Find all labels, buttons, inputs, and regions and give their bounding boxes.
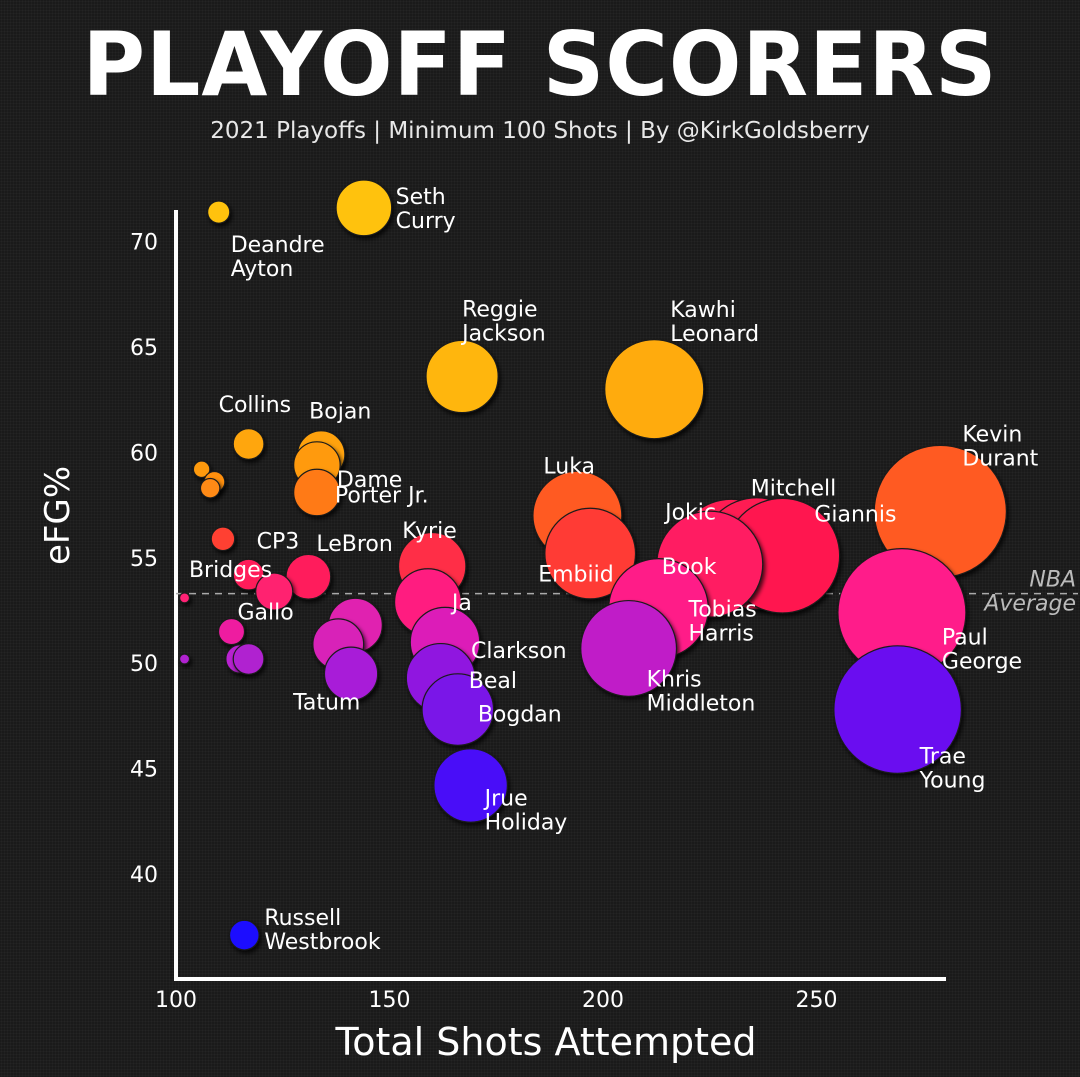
x-tick-label: 250: [796, 988, 838, 1013]
point-label: Jokic: [663, 501, 716, 526]
point-label: Paul: [942, 626, 988, 651]
point-label: Beal: [469, 669, 517, 694]
data-point: [580, 599, 678, 697]
data-point: [425, 339, 499, 414]
point-label: LeBron: [316, 532, 392, 557]
point-label: Dame: [337, 468, 402, 493]
data-point: [199, 477, 221, 499]
y-tick-label: 60: [130, 441, 158, 466]
x-tick-label: 100: [155, 988, 197, 1013]
point-label: Clarkson: [471, 639, 567, 664]
data-point: [323, 646, 379, 701]
data-point: [544, 507, 637, 600]
point-label: Young: [919, 769, 986, 794]
point-label: Holiday: [485, 810, 568, 835]
data-point: [255, 572, 294, 611]
point-label: Ayton: [231, 257, 294, 282]
data-point: [833, 645, 962, 774]
point-label: Collins: [219, 393, 292, 418]
point-label: CP3: [257, 530, 300, 555]
point-label: George: [942, 650, 1022, 675]
point-label: Middleton: [647, 691, 756, 716]
y-tick-label: 50: [130, 652, 158, 677]
y-tick-label: 55: [130, 547, 158, 572]
point-label: Curry: [396, 209, 456, 234]
data-point: [232, 428, 265, 460]
chart-subtitle: 2021 Playoffs | Minimum 100 Shots | By @…: [210, 118, 870, 144]
point-label: Bridges: [189, 558, 272, 583]
data-point: [335, 179, 393, 237]
point-label: Leonard: [670, 322, 759, 347]
point-label: Giannis: [814, 503, 896, 528]
data-point: [178, 653, 191, 665]
point-label: Trae: [919, 745, 966, 770]
point-label: Kyrie: [402, 519, 457, 544]
x-tick-label: 200: [582, 988, 624, 1013]
y-tick-label: 70: [130, 231, 158, 256]
data-point: [293, 468, 341, 517]
point-label: Westbrook: [264, 930, 381, 955]
point-label: Seth: [396, 185, 446, 210]
point-label: Russell: [264, 906, 341, 931]
data-point: [210, 526, 236, 552]
point-label: Harris: [689, 621, 754, 646]
point-label: Embiid: [538, 563, 614, 588]
data-point: [433, 748, 508, 823]
data-point: [217, 617, 246, 646]
y-axis-label: eFG%: [38, 465, 78, 565]
point-label: Ja: [450, 591, 472, 616]
point-label: Durant: [962, 446, 1038, 471]
data-point: [228, 919, 260, 951]
point-label: Deandre: [231, 233, 325, 258]
data-point: [604, 339, 705, 440]
point-label: Reggie: [462, 298, 537, 323]
point-label: Tobias: [688, 597, 757, 622]
data-point: [232, 558, 265, 591]
y-tick-label: 40: [130, 863, 158, 888]
chart-title: PLAYOFF SCORERS: [82, 13, 998, 116]
point-label: Kevin: [962, 422, 1022, 447]
point-label: Jackson: [460, 322, 546, 347]
point-label: Bojan: [309, 400, 371, 425]
x-axis-label: Total Shots Attempted: [335, 1020, 757, 1064]
point-label: Tatum: [292, 691, 360, 716]
data-point: [178, 592, 191, 604]
point-label: Khris: [647, 667, 702, 692]
point-label: Bogdan: [478, 703, 562, 728]
point-label: Gallo: [238, 601, 294, 626]
nba-average-label: Average: [982, 592, 1076, 617]
data-point: [192, 460, 211, 479]
point-label: Book: [662, 555, 717, 580]
data-point: [207, 200, 231, 224]
nba-average-label: NBA: [1029, 568, 1076, 593]
point-label: Mitchell: [751, 477, 837, 502]
point-label: Luka: [543, 455, 595, 480]
y-tick-label: 45: [130, 758, 158, 783]
x-tick-label: 150: [369, 988, 411, 1013]
point-label: Jrue: [483, 786, 528, 811]
y-tick-label: 65: [130, 336, 158, 361]
point-label: Kawhi: [670, 298, 736, 323]
data-point: [232, 643, 265, 675]
data-point: [421, 673, 495, 746]
point-label: Porter Jr.: [335, 483, 429, 508]
